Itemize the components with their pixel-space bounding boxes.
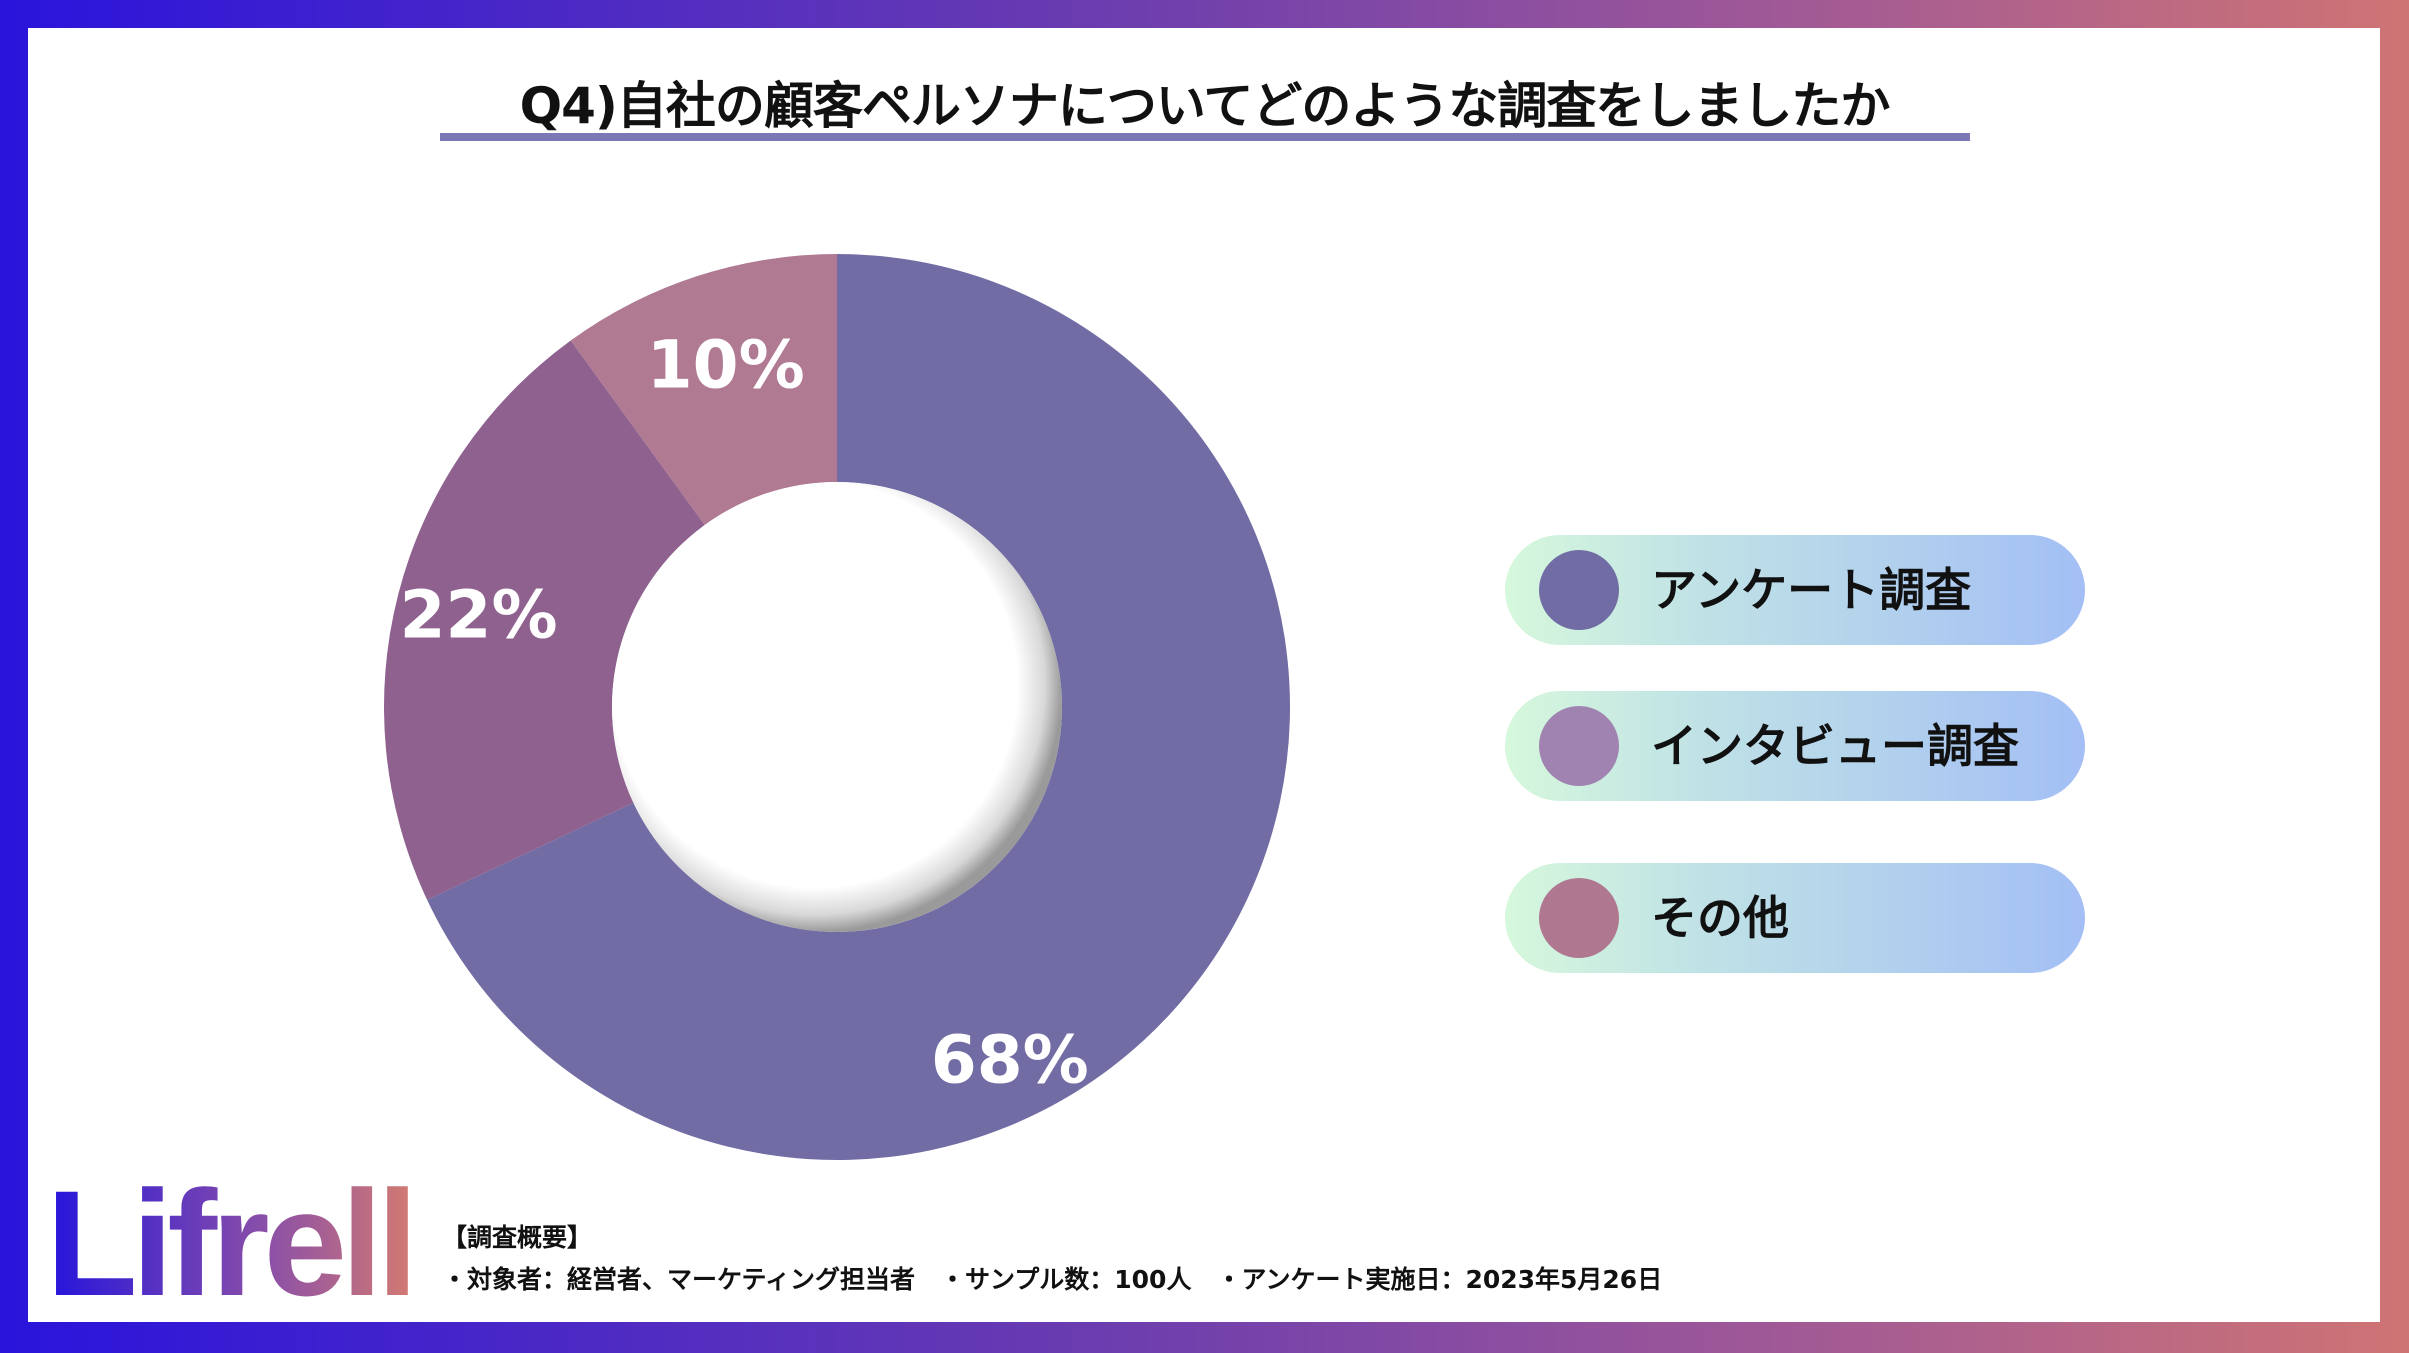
legend-item: インタビュー調査 bbox=[1505, 691, 2085, 801]
legend-item: その他 bbox=[1505, 863, 2085, 973]
chart-title: Q4)自社の顧客ペルソナについてどのような調査をしましたか bbox=[519, 77, 1891, 135]
donut-hole bbox=[612, 482, 1062, 932]
slice-label: 68% bbox=[930, 1021, 1089, 1099]
survey-notes-heading: 【調査概要】 bbox=[442, 1223, 593, 1252]
title-underline bbox=[440, 133, 1970, 141]
legend-swatch bbox=[1539, 706, 1619, 786]
legend-label: その他 bbox=[1651, 891, 1789, 945]
legend-item: アンケート調査 bbox=[1505, 535, 2085, 645]
slice-label: 22% bbox=[399, 576, 558, 654]
donut-slice-2 bbox=[570, 254, 837, 525]
slice-label: 10% bbox=[646, 326, 805, 404]
legend-label: インタビュー調査 bbox=[1651, 719, 2019, 773]
donut-slice-0 bbox=[427, 254, 1290, 1160]
donut-slice-1 bbox=[383, 340, 705, 900]
survey-notes-line: ・対象者：経営者、マーケティング担当者 ・サンプル数：100人 ・アンケート実施… bbox=[442, 1265, 1663, 1294]
legend-swatch bbox=[1539, 878, 1619, 958]
lifrell-logo: Lifrell bbox=[46, 1159, 418, 1327]
legend-swatch bbox=[1539, 550, 1619, 630]
legend-label: アンケート調査 bbox=[1651, 563, 1972, 617]
